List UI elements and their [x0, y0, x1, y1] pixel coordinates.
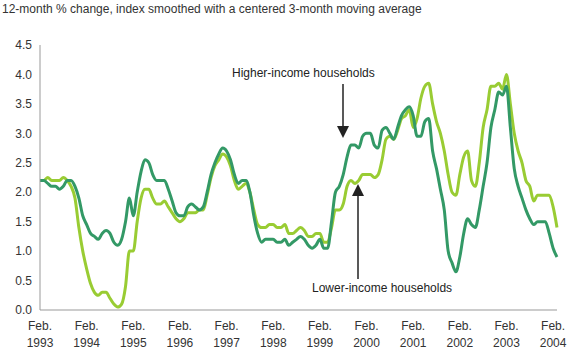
- svg-text:0.5: 0.5: [15, 274, 32, 288]
- svg-text:1998: 1998: [260, 336, 287, 350]
- svg-text:2001: 2001: [400, 336, 427, 350]
- svg-text:Feb.: Feb.: [541, 319, 563, 333]
- svg-text:2.0: 2.0: [15, 185, 32, 199]
- svg-text:Feb.: Feb.: [75, 319, 99, 333]
- svg-text:Feb.: Feb.: [121, 319, 145, 333]
- svg-text:2.5: 2.5: [15, 156, 32, 170]
- html-text:Lower-income households: Lower-income households: [312, 281, 453, 295]
- svg-text:1.0: 1.0: [15, 244, 32, 258]
- svg-text:Feb.: Feb.: [215, 319, 239, 333]
- svg-text:1995: 1995: [120, 336, 147, 350]
- svg-text:Feb.: Feb.: [494, 319, 518, 333]
- svg-text:1999: 1999: [307, 336, 334, 350]
- svg-text:Feb.: Feb.: [168, 319, 192, 333]
- svg-text:Feb.: Feb.: [308, 319, 332, 333]
- svg-text:3.0: 3.0: [15, 127, 32, 141]
- svg-text:Feb.: Feb.: [401, 319, 425, 333]
- svg-text:3.5: 3.5: [15, 97, 32, 111]
- svg-text:2000: 2000: [353, 336, 380, 350]
- svg-text:2002: 2002: [446, 336, 473, 350]
- svg-text:1997: 1997: [213, 336, 240, 350]
- html-text:Higher-income households: Higher-income households: [232, 66, 375, 80]
- svg-text:1996: 1996: [167, 336, 194, 350]
- svg-text:2004: 2004: [540, 336, 563, 350]
- svg-text:1993: 1993: [27, 336, 54, 350]
- svg-text:1.5: 1.5: [15, 215, 32, 229]
- html-text:12-month % change, index smoot: 12-month % change, index smoothed with a…: [2, 2, 422, 16]
- svg-text:1994: 1994: [73, 336, 100, 350]
- svg-text:4.0: 4.0: [15, 68, 32, 82]
- svg-text:4.5: 4.5: [15, 38, 32, 52]
- svg-text:Feb.: Feb.: [355, 319, 379, 333]
- svg-text:2003: 2003: [493, 336, 520, 350]
- svg-text:0.0: 0.0: [15, 303, 32, 317]
- svg-text:Feb.: Feb.: [448, 319, 472, 333]
- svg-text:Feb.: Feb.: [28, 319, 52, 333]
- svg-text:Feb.: Feb.: [261, 319, 285, 333]
